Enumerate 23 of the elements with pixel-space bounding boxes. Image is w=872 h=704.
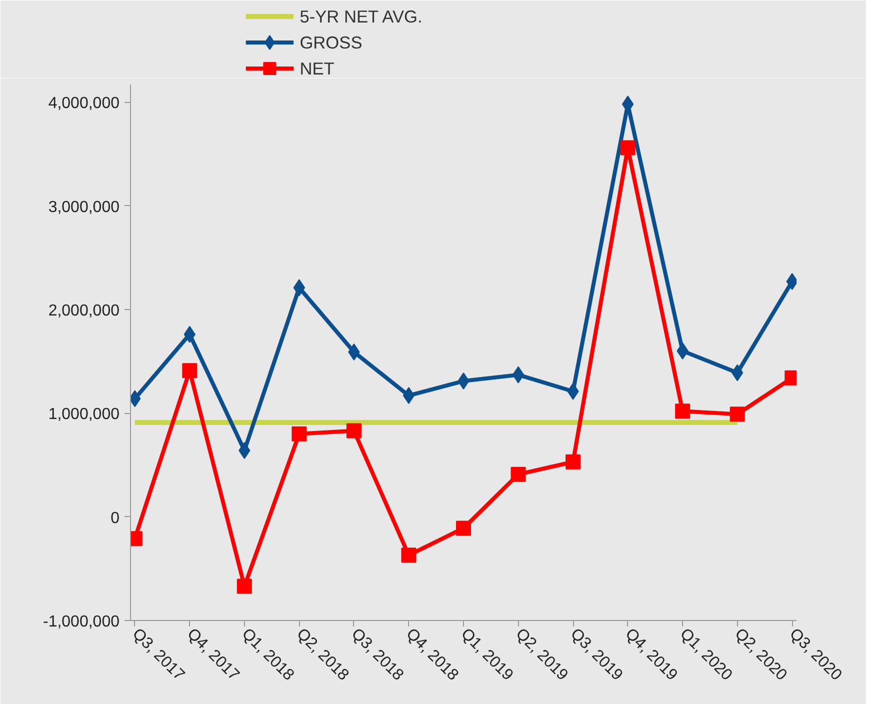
y-tick-label: 1,000,000: [48, 406, 120, 424]
point: [182, 363, 198, 378]
y-tick-label: 0: [110, 510, 120, 527]
point: [292, 426, 307, 442]
point: [510, 466, 526, 482]
point: [675, 404, 690, 419]
point: [401, 548, 416, 563]
y-tick-label: -1,000,000: [42, 614, 120, 630]
legend-label: NET: [300, 58, 335, 78]
y-tick-label: 4,000,000: [48, 95, 120, 112]
point: [512, 366, 524, 384]
point: [456, 520, 471, 536]
point: [236, 578, 252, 594]
point: [293, 279, 306, 296]
point: [402, 387, 415, 404]
legend-label: GROSS: [300, 32, 362, 52]
point: [730, 406, 745, 422]
point: [346, 423, 362, 438]
y-tick-label: 2,000,000: [48, 302, 120, 320]
point: [566, 454, 581, 470]
point: [620, 140, 636, 156]
y-tick-label: 3,000,000: [48, 198, 120, 216]
legend-label: 5-YR NET AVG.: [300, 6, 422, 26]
